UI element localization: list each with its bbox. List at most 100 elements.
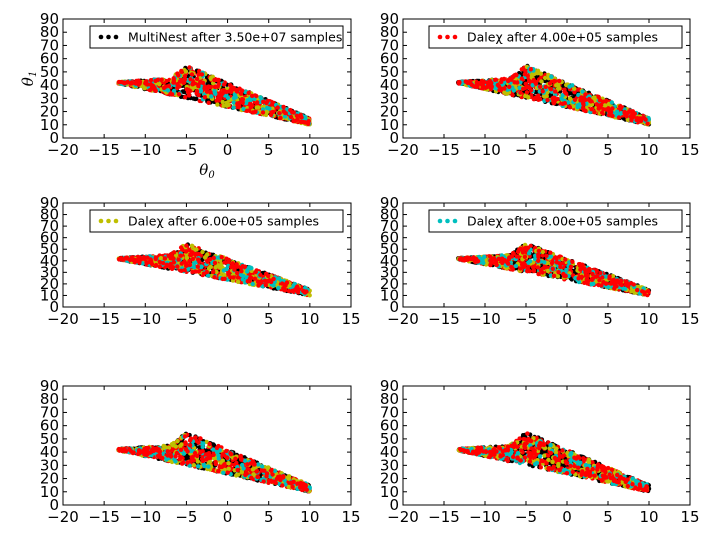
- point-dale-4-00e-05: [182, 74, 188, 79]
- point-dale-6-00e-05: [265, 109, 270, 115]
- point-dale-4-00e-05: [254, 93, 259, 99]
- point-dale-4-00e-05: [132, 257, 137, 263]
- point-dale-4-00e-05: [247, 276, 253, 281]
- point-dale-8-00e-05: [209, 94, 214, 99]
- point-dale-8-00e-05: [231, 95, 237, 101]
- y-tick-label: 80: [40, 23, 59, 41]
- point-dale-4-00e-05: [163, 84, 169, 89]
- x-tick-label: 0: [223, 141, 233, 159]
- point-dale-4-00e-05: [180, 247, 185, 252]
- point-dale-4-00e-05: [553, 89, 558, 94]
- point-dale-4-00e-05: [221, 82, 227, 87]
- point-dale-4-00e-05: [206, 100, 211, 106]
- point-dale-4-00e-05: [175, 85, 180, 91]
- point-dale-4-00e-05: [582, 97, 587, 102]
- point-dale-4-00e-05: [157, 264, 163, 269]
- point-dale-6-00e-05: [542, 94, 547, 99]
- point-dale-8-00e-05: [212, 90, 217, 95]
- point-dale-4-00e-05: [277, 111, 282, 116]
- point-dale-6-00e-05: [235, 279, 241, 284]
- point-dale-4-00e-05: [219, 92, 224, 98]
- point-dale-4-00e-05: [540, 89, 545, 94]
- point-dale-6-00e-05: [192, 247, 197, 252]
- point-dale-8-00e-05: [199, 264, 204, 269]
- point-dale-4-00e-05: [216, 77, 221, 83]
- point-dale-6-00e-05: [202, 255, 208, 260]
- y-tick-label: 30: [40, 263, 59, 281]
- point-dale-4-00e-05: [196, 92, 201, 98]
- point-dale-4-00e-05: [187, 258, 192, 264]
- point-dale-8-00e-05: [192, 265, 197, 270]
- point-dale-6-00e-05: [572, 86, 577, 91]
- point-dale-4-00e-05: [193, 269, 198, 274]
- point-dale-6-00e-05: [220, 99, 225, 105]
- point-dale-4-00e-05: [630, 115, 636, 120]
- point-dale-6-00e-05: [307, 293, 312, 298]
- point-dale-4-00e-05: [269, 279, 274, 285]
- point-dale-4-00e-05: [268, 112, 274, 118]
- point-dale-4-00e-05: [592, 110, 597, 115]
- point-dale-4-00e-05: [246, 90, 251, 96]
- point-dale-6-00e-05: [219, 264, 225, 270]
- point-dale-4-00e-05: [202, 95, 208, 100]
- point-dale-4-00e-05: [186, 92, 192, 98]
- x-tick-label: −10: [469, 141, 501, 159]
- y-tick-label: 80: [40, 206, 59, 224]
- point-dale-4-00e-05: [456, 81, 462, 86]
- point-dale-4-00e-05: [155, 77, 161, 83]
- legend-marker: [106, 218, 111, 224]
- scatter-points: [456, 242, 652, 298]
- x-tick-label: −20: [387, 141, 419, 159]
- x-tick-label: 0: [562, 141, 572, 159]
- y-tick-label: 90: [380, 10, 399, 28]
- point-dale-4-00e-05: [211, 255, 216, 261]
- point-dale-4-00e-05: [120, 257, 125, 262]
- point-dale-4-00e-05: [179, 68, 184, 74]
- point-dale-4-00e-05: [240, 97, 246, 102]
- point-dale-4-00e-05: [196, 72, 201, 77]
- y-tick-label: 50: [380, 63, 399, 81]
- point-dale-6-00e-05: [567, 96, 573, 101]
- y-tick-label: 60: [380, 50, 399, 68]
- legend-label: MultiNest after 3.50e+07 samples: [128, 30, 342, 45]
- point-dale-4-00e-05: [528, 67, 533, 72]
- y-tick-label: 50: [40, 240, 59, 258]
- point-dale-8-00e-05: [241, 106, 246, 112]
- point-dale-4-00e-05: [219, 254, 224, 260]
- legend: Daleχ after 4.00e+05 samples: [428, 25, 683, 49]
- point-dale-4-00e-05: [525, 84, 531, 90]
- point-dale-4-00e-05: [291, 119, 296, 124]
- point-dale-8-00e-05: [576, 92, 581, 98]
- point-dale-6-00e-05: [564, 82, 569, 88]
- point-dale-4-00e-05: [275, 105, 280, 110]
- x-tick-label: 15: [680, 141, 699, 159]
- point-dale-6-00e-05: [592, 95, 597, 100]
- point-dale-4-00e-05: [600, 110, 605, 115]
- point-dale-4-00e-05: [149, 86, 154, 91]
- axes-frame: [62, 18, 352, 139]
- point-dale-4-00e-05: [148, 82, 153, 87]
- point-dale-8-00e-05: [614, 109, 620, 114]
- point-dale-4-00e-05: [298, 113, 303, 119]
- x-tick-label: 5: [264, 141, 274, 159]
- point-dale-4-00e-05: [264, 100, 269, 106]
- point-dale-4-00e-05: [196, 269, 201, 274]
- point-dale-4-00e-05: [253, 109, 258, 115]
- point-dale-6-00e-05: [189, 243, 195, 248]
- panel-middle-right: −20 −15 −10 −5 0 5 10 150102030405060708090Dale…: [380, 194, 700, 328]
- x-tick-label: −20: [47, 141, 79, 159]
- point-dale-6-00e-05: [224, 103, 229, 108]
- y-tick-label: 70: [40, 217, 59, 235]
- point-dale-4-00e-05: [525, 73, 530, 79]
- point-dale-4-00e-05: [588, 99, 593, 104]
- point-dale-4-00e-05: [563, 91, 569, 96]
- point-dale-4-00e-05: [507, 84, 512, 90]
- x-tick-label: −5: [175, 141, 197, 159]
- point-multinest: [191, 96, 196, 101]
- point-dale-4-00e-05: [194, 76, 200, 82]
- point-dale-4-00e-05: [248, 104, 253, 110]
- point-dale-4-00e-05: [117, 256, 122, 262]
- point-dale-4-00e-05: [259, 279, 264, 284]
- point-dale-4-00e-05: [596, 94, 601, 100]
